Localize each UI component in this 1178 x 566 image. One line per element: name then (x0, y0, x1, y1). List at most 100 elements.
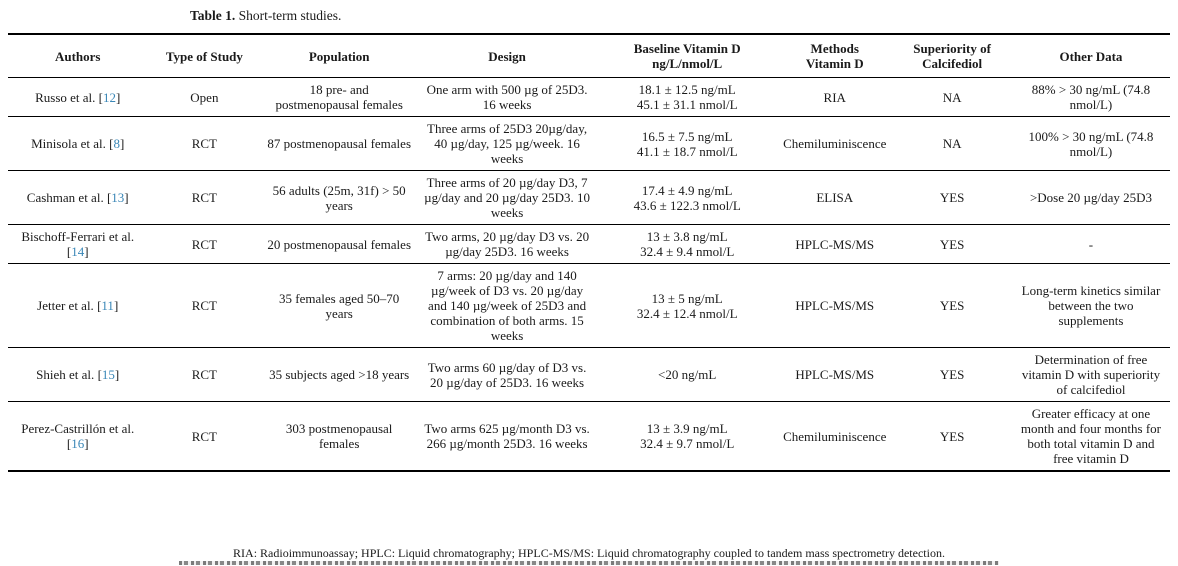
cell-methods-vitamin-d: RIA (823, 89, 846, 105)
cell-baseline-vitamin-d: 13 ± 5 ng/mL 32.4 ± 12.4 nmol/L (636, 290, 738, 321)
cell-baseline-vitamin-d: 13 ± 3.8 ng/mL 32.4 ± 9.4 nmol/L (640, 229, 735, 259)
cell-methods-vitamin-d: HPLC-MS/MS (795, 236, 875, 252)
cell-other-data: - (1088, 236, 1094, 252)
cell-authors: Minisola et al. [8] (8, 117, 147, 171)
ref-bracket-close: ] (124, 190, 129, 205)
cell-design: Three arms of 25D3 20µg/day, 40 µg/day, … (427, 121, 588, 166)
table-row: Shieh et al. [15] RCT 35 subjects aged >18… (8, 348, 1170, 402)
table-caption-text: Short-term studies. (238, 8, 342, 23)
cell-type-of-study: RCT (191, 428, 218, 444)
cell-baseline-vitamin-d: 16.5 ± 7.5 ng/mL 41.1 ± 18.7 nmol/L (636, 128, 738, 159)
column-header-type: Type of Study (165, 48, 243, 64)
cell-superiority-of-calcifediol: YES (939, 298, 965, 313)
cell-superiority-of-calcifediol: YES (939, 428, 965, 444)
cell-population: 87 postmenopausal females (267, 136, 411, 151)
cell-type-of-study: RCT (191, 236, 218, 252)
cell-type-of-study: Open (190, 89, 219, 105)
author-name: Bischoff-Ferrari et al. (21, 229, 135, 244)
ref-bracket-close: ] (84, 436, 89, 451)
table-footnote: RIA: Radioimmunoassay; HPLC: Liquid chro… (233, 546, 945, 560)
column-header-methods: Methods Vitamin D (805, 41, 864, 71)
cell-authors: Russo et al. [12] (8, 78, 147, 117)
cell-other-data: 88% > 30 ng/mL (74.8 nmol/L) (1031, 82, 1151, 112)
cell-methods-vitamin-d: Chemiluminiscence (783, 136, 887, 151)
cell-design: 7 arms: 20 µg/day and 140 µg/week of D3 … (428, 268, 587, 343)
cell-baseline-vitamin-d: 13 ± 3.9 ng/mL 32.4 ± 9.7 nmol/L (640, 421, 735, 451)
table-row: Bischoff-Ferrari et al. [14] RCT 20 postme… (8, 225, 1170, 264)
cell-population: 56 adults (25m, 31f) > 50 years (272, 182, 406, 213)
citation-ref-link[interactable]: 8 (113, 136, 120, 151)
ref-bracket-open: [ (97, 298, 102, 313)
citation-ref-link[interactable]: 14 (71, 244, 85, 259)
cell-superiority-of-calcifediol: YES (939, 190, 965, 205)
cell-superiority-of-calcifediol: YES (939, 367, 965, 382)
column-header-design: Design (488, 48, 526, 64)
table-row: Cashman et al. [13] RCT 56 adults (25m, 31… (8, 171, 1170, 225)
table-caption: Table 1. Short-term studies. (190, 8, 341, 24)
cell-superiority-of-calcifediol: NA (942, 89, 962, 105)
cell-population: 303 postmenopausal females (285, 421, 393, 451)
ref-bracket-open: [ (97, 367, 102, 382)
cell-design: Two arms, 20 µg/day D3 vs. 20 µg/day 25D… (425, 229, 590, 259)
column-header-superiority: Superiority of Calcifediol (913, 41, 991, 71)
cutoff-text-line (179, 561, 999, 565)
author-name: Shieh et al. (36, 367, 98, 382)
cell-population: 18 pre- and postmenopausal females (275, 82, 403, 112)
ref-bracket-open: [ (98, 89, 103, 105)
ref-bracket-close: ] (84, 244, 89, 259)
ref-bracket-close: ] (116, 89, 121, 105)
author-name: Perez-Castrillón et al. (21, 421, 135, 436)
cell-other-data: Greater efficacy at one month and four m… (1020, 406, 1162, 466)
table-body: Russo et al. [12] Open 18 pre- and postmen… (8, 78, 1170, 472)
ref-bracket-close: ] (119, 136, 125, 151)
cell-baseline-vitamin-d: 18.1 ± 12.5 ng/mL 45.1 ± 31.1 nmol/L (636, 82, 738, 112)
citation-ref-link[interactable]: 12 (103, 89, 116, 105)
ref-bracket-close: ] (114, 367, 120, 382)
ref-bracket-open: [ (109, 136, 114, 151)
author-name: Cashman et al. (26, 190, 107, 205)
cell-type-of-study: RCT (191, 190, 218, 205)
cell-methods-vitamin-d: HPLC-MS/MS (795, 298, 875, 313)
table-row: Jetter et al. [11] RCT 35 females aged 50–… (8, 264, 1170, 348)
column-header-authors: Authors (54, 48, 101, 64)
cell-other-data: Determination of free vitamin D with sup… (1021, 352, 1161, 397)
table-caption-label: Table 1. (190, 8, 236, 23)
cell-other-data: Long-term kinetics similar between the t… (1021, 283, 1161, 328)
table-header-row: Authors Type of Study Population Design Base… (8, 34, 1170, 78)
cell-authors: Bischoff-Ferrari et al. [14] (8, 225, 147, 264)
table-row: Perez-Castrillón et al. [16] RCT 303 postm… (8, 402, 1170, 472)
cell-authors: Perez-Castrillón et al. [16] (8, 402, 147, 472)
short-term-studies-table: Authors Type of Study Population Design Base… (8, 33, 1170, 472)
cell-methods-vitamin-d: ELISA (816, 190, 854, 205)
ref-bracket-open: [ (66, 436, 72, 451)
cell-superiority-of-calcifediol: NA (942, 136, 962, 151)
cell-authors: Cashman et al. [13] (8, 171, 147, 225)
cell-population: 35 females aged 50–70 years (279, 290, 400, 321)
table-row: Russo et al. [12] Open 18 pre- and postmen… (8, 78, 1170, 117)
table-row: Minisola et al. [8] RCT 87 postmenopausal … (8, 117, 1170, 171)
cell-type-of-study: RCT (191, 367, 218, 382)
citation-ref-link[interactable]: 11 (101, 298, 114, 313)
column-header-population: Population (308, 48, 370, 64)
cell-other-data: 100% > 30 ng/mL (74.8 nmol/L) (1028, 128, 1154, 159)
author-name: Minisola et al. (31, 136, 110, 151)
cell-design: One arm with 500 µg of 25D3. 16 weeks (426, 82, 588, 112)
author-name: Russo et al. (35, 89, 99, 105)
citation-ref-link[interactable]: 13 (111, 190, 125, 205)
cell-population: 35 subjects aged >18 years (269, 367, 410, 382)
cell-design: Two arms 60 µg/day of D3 vs. 20 µg/day o… (427, 359, 587, 390)
cell-type-of-study: RCT (191, 136, 218, 151)
cell-authors: Jetter et al. [11] (8, 264, 147, 348)
cell-superiority-of-calcifediol: YES (939, 236, 965, 252)
cell-design: Three arms of 20 µg/day D3, 7 µg/day and… (424, 175, 591, 220)
citation-ref-link[interactable]: 16 (71, 436, 85, 451)
cell-design: Two arms 625 µg/month D3 vs. 266 µg/mont… (424, 421, 590, 451)
ref-bracket-open: [ (106, 190, 112, 205)
citation-ref-link[interactable]: 15 (101, 367, 115, 382)
cell-methods-vitamin-d: HPLC-MS/MS (795, 367, 875, 382)
ref-bracket-close: ] (113, 298, 119, 313)
cell-authors: Shieh et al. [15] (8, 348, 147, 402)
cell-methods-vitamin-d: Chemiluminiscence (783, 428, 887, 444)
